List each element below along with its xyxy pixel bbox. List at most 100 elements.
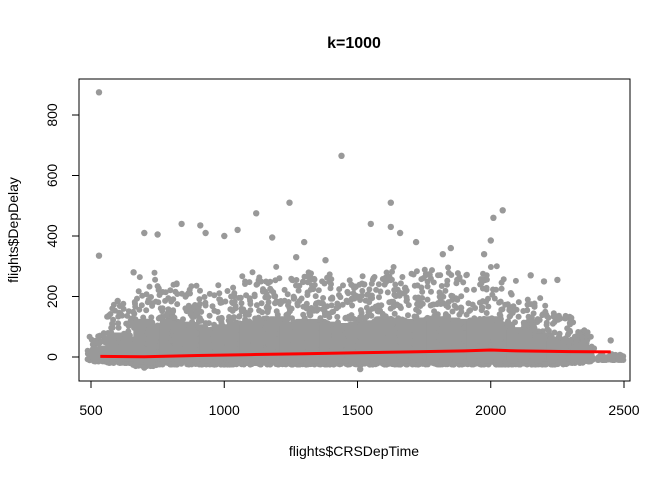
data-point [114, 297, 121, 305]
data-point [596, 356, 602, 363]
data-point [84, 347, 91, 354]
data-point [453, 304, 460, 311]
data-point [172, 288, 179, 295]
data-point [367, 220, 374, 228]
data-point [374, 308, 381, 314]
data-point [357, 307, 364, 314]
data-point [234, 226, 241, 234]
data-point [456, 311, 463, 318]
data-point [347, 315, 354, 322]
data-point [336, 286, 343, 293]
data-point [524, 301, 531, 308]
data-point [483, 272, 490, 279]
data-point [391, 310, 398, 317]
data-point [431, 308, 438, 315]
data-point [284, 314, 291, 321]
data-point [386, 273, 393, 280]
data-point [251, 293, 258, 300]
data-point [491, 295, 498, 302]
data-point [141, 364, 148, 371]
data-point [167, 287, 174, 294]
data-point [510, 303, 517, 310]
data-point [435, 333, 442, 340]
data-point [475, 322, 481, 328]
data-point [463, 272, 470, 279]
data-point [277, 301, 284, 307]
data-point [197, 222, 204, 229]
data-point [607, 337, 614, 344]
data-point [239, 273, 246, 280]
data-point [146, 283, 153, 290]
data-point [336, 292, 342, 298]
data-point [198, 361, 205, 368]
data-point [493, 286, 499, 293]
data-point [339, 301, 346, 308]
data-point [293, 277, 300, 283]
data-point [437, 272, 444, 279]
data-point [566, 320, 573, 326]
data-point [458, 304, 465, 311]
data-point [155, 285, 162, 292]
data-point [359, 314, 365, 321]
data-point [361, 281, 368, 288]
data-point [515, 299, 522, 306]
data-point [143, 307, 150, 314]
data-point [524, 296, 531, 303]
data-point [521, 321, 528, 328]
data-point [130, 308, 137, 315]
data-point [439, 251, 446, 258]
data-point [162, 297, 169, 304]
y-axis-label: flights$DepDelay [5, 177, 21, 283]
data-point [301, 315, 308, 322]
data-point [165, 306, 172, 313]
data-point [554, 276, 561, 284]
data-point [327, 285, 334, 292]
data-point [273, 263, 280, 270]
data-point [120, 305, 127, 312]
data-point [303, 300, 310, 307]
data-point [463, 286, 470, 293]
data-point [369, 305, 376, 312]
data-point [289, 315, 295, 322]
data-point [224, 288, 231, 294]
y-tick-label: 600 [44, 164, 60, 188]
data-point [152, 276, 159, 283]
data-point [542, 302, 549, 309]
data-point [322, 257, 329, 264]
x-tick-label: 1000 [209, 402, 240, 418]
data-point [170, 307, 177, 314]
data-point [242, 281, 248, 287]
data-point [132, 303, 139, 310]
data-point [253, 302, 260, 309]
data-point [376, 294, 382, 301]
data-point [237, 360, 244, 366]
data-point [568, 314, 575, 321]
data-point [264, 307, 271, 314]
data-point [168, 337, 175, 344]
data-point [334, 300, 341, 307]
data-point [387, 223, 394, 231]
data-point [246, 295, 253, 302]
data-point [258, 278, 265, 285]
data-point [216, 290, 223, 297]
data-point [453, 280, 460, 287]
data-point [359, 273, 366, 280]
data-point [148, 314, 155, 321]
data-point [502, 301, 509, 308]
data-point [90, 340, 97, 347]
data-point [263, 291, 270, 297]
data-point [462, 359, 468, 366]
data-point [298, 295, 305, 302]
data-point [461, 324, 468, 331]
data-point [264, 303, 271, 309]
data-point [328, 302, 335, 309]
data-point [202, 229, 209, 237]
data-point [169, 314, 176, 321]
data-point [263, 278, 269, 285]
data-point [534, 319, 541, 325]
data-point [515, 313, 522, 320]
data-point [471, 286, 477, 293]
data-point [370, 275, 377, 282]
y-tick-label: 200 [44, 285, 60, 309]
